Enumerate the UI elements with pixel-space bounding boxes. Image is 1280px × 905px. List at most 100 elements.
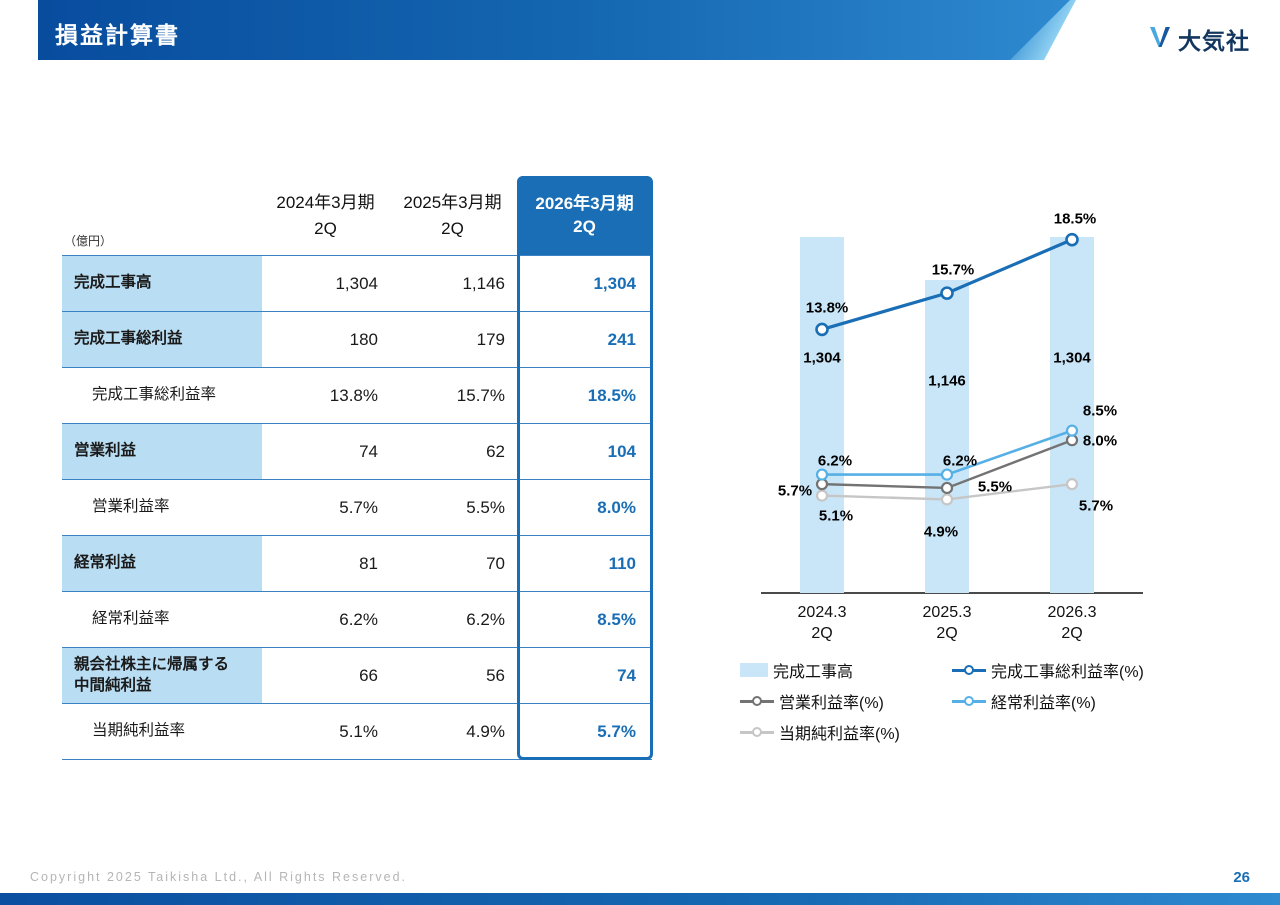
row-label: 完成工事総利益率	[92, 386, 217, 404]
table-row: 営業利益 74 62 104	[62, 424, 652, 480]
data-point-marker	[815, 489, 829, 502]
legend-item: 完成工事高	[740, 658, 952, 682]
cell-value: 74	[359, 441, 378, 461]
cell-value: 66	[359, 665, 378, 685]
legend-item: 完成工事総利益率(%)	[952, 658, 1192, 682]
cell-value-highlight: 241	[607, 329, 636, 349]
row-label: 営業利益	[62, 424, 262, 479]
data-point-marker	[940, 286, 954, 300]
title-bar	[38, 0, 1070, 60]
row-label: 親会社株主に帰属する 中間純利益	[62, 648, 262, 703]
data-point-marker	[940, 493, 954, 506]
legend-item: 当期純利益率(%)	[740, 720, 952, 744]
legend-label: 当期純利益率(%)	[779, 726, 900, 743]
row-label: 経常利益	[62, 536, 262, 591]
point-label: 5.7%	[777, 482, 813, 500]
bar-label: 1,304	[1053, 349, 1091, 367]
legend-item: 営業利益率(%)	[740, 689, 952, 713]
bottom-bar	[0, 893, 1280, 905]
legend-label: 営業利益率(%)	[779, 695, 884, 712]
bar	[925, 280, 969, 593]
bar	[1050, 237, 1094, 593]
data-point-marker	[940, 468, 954, 481]
legend-bar-swatch-icon	[740, 663, 768, 677]
cell-value: 180	[349, 329, 378, 349]
table-row: 完成工事総利益 180 179 241	[62, 312, 652, 368]
point-label: 4.9%	[923, 523, 959, 541]
chart-legend: 完成工事高 完成工事総利益率(%) 営業利益率(%) 経常利益率(%) 当期純利益率(%…	[740, 658, 1192, 744]
cell-value: 6.2%	[339, 609, 378, 629]
table-body: 完成工事高 1,304 1,146 1,304 完成工事総利益 180 179 …	[62, 255, 652, 760]
page-title: 損益計算書	[55, 22, 180, 48]
x-axis-label: 2026.3 2Q	[1047, 604, 1097, 642]
cell-value-highlight: 5.7%	[597, 721, 636, 741]
point-label: 13.8%	[805, 299, 849, 317]
data-point-marker	[1065, 232, 1079, 247]
cell-value: 81	[359, 553, 378, 573]
cell-value-highlight: 110	[608, 553, 636, 573]
pl-table: （億円） 2024年3月期 2Q 2025年3月期 2Q 2026年3月期 2Q…	[62, 176, 653, 760]
point-label: 15.7%	[931, 261, 975, 279]
legend-line-swatch-icon	[952, 663, 986, 677]
page-number: 26	[1233, 869, 1250, 886]
legend-label: 完成工事総利益率(%)	[991, 664, 1144, 681]
combo-chart: 1,304 1,146 1,304 13.8% 15.7% 18.5% 5.7% 5.5% 8.…	[755, 195, 1175, 665]
cell-value-highlight: 8.5%	[597, 609, 636, 629]
point-label: 5.7%	[1078, 497, 1114, 515]
cell-value: 5.5%	[466, 497, 505, 517]
cell-value: 6.2%	[466, 609, 505, 629]
line-plot	[815, 232, 1079, 506]
cell-value: 15.7%	[456, 385, 505, 405]
cell-value-highlight: 104	[607, 441, 636, 461]
data-point-marker	[1065, 424, 1079, 437]
table-row: 営業利益率 5.7% 5.5% 8.0%	[62, 480, 652, 536]
table-row: 完成工事総利益率 13.8% 15.7% 18.5%	[62, 368, 652, 424]
cell-value: 1,304	[335, 273, 378, 293]
bar-label: 1,146	[928, 372, 966, 390]
cell-value-highlight: 8.0%	[597, 497, 636, 517]
legend-label: 完成工事高	[773, 664, 854, 681]
point-label: 5.1%	[818, 507, 854, 525]
table-row: 完成工事高 1,304 1,146 1,304	[62, 256, 652, 312]
cell-value: 5.1%	[339, 721, 378, 741]
cell-value: 70	[486, 553, 505, 573]
point-label: 6.2%	[817, 452, 853, 470]
row-label: 当期純利益率	[92, 722, 186, 740]
row-label: 営業利益率	[92, 498, 170, 516]
data-point-marker	[940, 481, 954, 495]
row-label: 経常利益率	[92, 610, 170, 628]
unit-label: （億円）	[64, 234, 113, 248]
point-label: 18.5%	[1053, 210, 1097, 228]
legend-item: 経常利益率(%)	[952, 689, 1192, 713]
cell-value: 5.7%	[339, 497, 378, 517]
bar	[800, 237, 844, 593]
legend-line-swatch-icon	[740, 694, 774, 708]
column-header-2025: 2025年3月期 2Q	[403, 193, 502, 238]
table-row: 親会社株主に帰属する 中間純利益 66 56 74	[62, 648, 652, 704]
legend-line-swatch-icon	[952, 694, 986, 708]
column-header-2024: 2024年3月期 2Q	[276, 193, 375, 238]
table-row: 当期純利益率 5.1% 4.9% 5.7%	[62, 704, 652, 760]
legend-label: 経常利益率(%)	[991, 695, 1096, 712]
copyright: Copyright 2025 Taikisha Ltd., All Rights…	[30, 870, 408, 884]
bar-label: 1,304	[803, 349, 841, 367]
logo-v-icon	[1148, 25, 1172, 54]
cell-value-highlight: 18.5%	[587, 385, 636, 405]
line-series	[821, 238, 1073, 331]
point-label: 8.0%	[1082, 432, 1118, 450]
point-label: 6.2%	[942, 452, 978, 470]
cell-value: 4.9%	[466, 721, 505, 741]
cell-value: 56	[486, 665, 505, 685]
legend-line-swatch-icon	[740, 725, 774, 739]
cell-value-highlight: 1,304	[593, 273, 636, 293]
x-axis-label: 2024.3 2Q	[797, 604, 847, 642]
cell-value: 62	[486, 441, 505, 461]
cell-value: 1,146	[462, 273, 505, 293]
table-row: 経常利益率 6.2% 6.2% 8.5%	[62, 592, 652, 648]
row-label: 完成工事高	[62, 256, 262, 311]
point-label: 5.5%	[977, 478, 1013, 496]
data-point-marker	[815, 468, 829, 481]
x-axis	[761, 592, 1143, 594]
cell-value-highlight: 74	[617, 665, 636, 685]
